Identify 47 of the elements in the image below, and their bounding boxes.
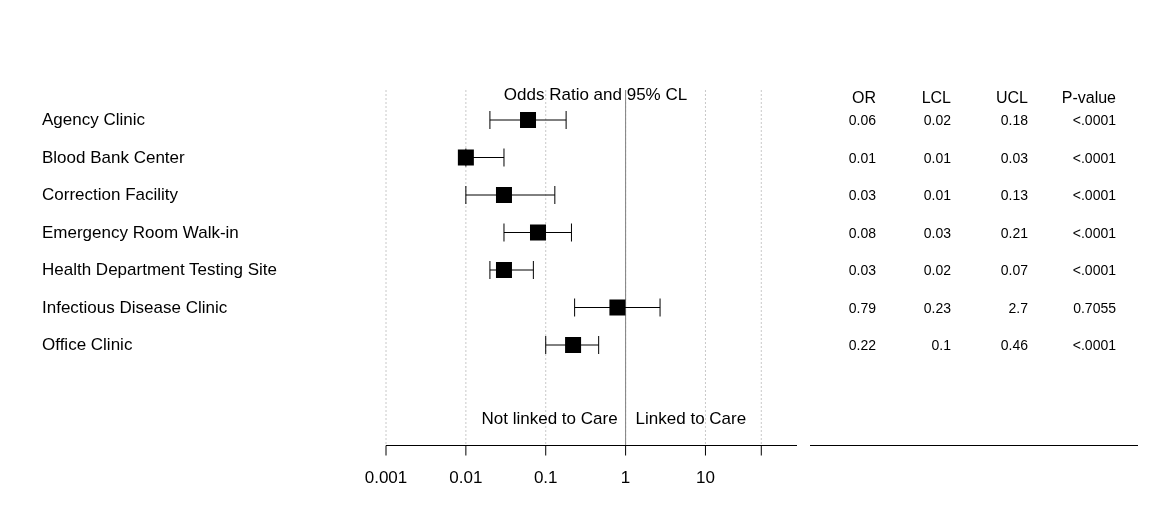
text: 0.1 — [931, 337, 952, 353]
x-tick-label: 1 — [620, 467, 631, 487]
y-tick-label: Correction Facility — [42, 185, 179, 204]
y-tick-label: Office Clinic — [42, 335, 133, 354]
text: OR — [852, 89, 876, 106]
text: 0.02 — [923, 112, 952, 128]
text: 0.7055 — [1073, 299, 1117, 316]
y-tick-label: Health Department Testing Site — [42, 260, 277, 279]
text: 0.18 — [1000, 112, 1029, 128]
text: 0.79 — [848, 299, 877, 316]
text: 2.7 — [1008, 299, 1029, 316]
x-tick-label: 0.001 — [364, 467, 408, 487]
text: 0.01 — [848, 149, 877, 166]
text: 0.23 — [923, 299, 952, 316]
text: 0.46 — [1000, 337, 1029, 353]
text: P-value — [1061, 89, 1117, 106]
text: 0.01 — [923, 149, 952, 166]
text: 0.01 — [923, 187, 952, 203]
text: 0.22 — [848, 337, 877, 353]
text: 0.06 — [848, 112, 877, 128]
y-tick-label: Infectious Disease Clinic — [42, 297, 228, 317]
chart-title: Odds Ratio and 95% CL — [503, 85, 688, 104]
text: <.0001 — [1072, 187, 1117, 203]
y-tick-label: Emergency Room Walk-in — [42, 222, 239, 242]
text: 0.07 — [1000, 262, 1029, 278]
text: UCL — [995, 89, 1029, 106]
text: 0.03 — [1000, 149, 1029, 166]
text: LCL — [921, 89, 952, 106]
text: 0.08 — [848, 224, 877, 241]
x-tick-label: 0.1 — [533, 467, 558, 487]
text: 0.03 — [848, 262, 877, 278]
text: <.0001 — [1072, 224, 1117, 241]
text: 0.03 — [923, 224, 952, 241]
x-tick-label: 0.01 — [449, 467, 483, 487]
text: Not linked to Care — [481, 408, 618, 428]
text: Linked to Care — [635, 408, 747, 428]
text: 0.21 — [1000, 224, 1029, 241]
text: 0.13 — [1000, 187, 1029, 203]
text: 0.02 — [923, 262, 952, 278]
y-tick-label: Blood Bank Center — [42, 147, 186, 167]
text: <.0001 — [1072, 149, 1117, 166]
y-tick-label: Agency Clinic — [42, 110, 146, 129]
text: 0.03 — [848, 187, 877, 203]
text: <.0001 — [1072, 262, 1117, 278]
x-tick-label: 10 — [696, 467, 715, 487]
text: <.0001 — [1072, 337, 1117, 353]
text: <.0001 — [1072, 112, 1117, 128]
